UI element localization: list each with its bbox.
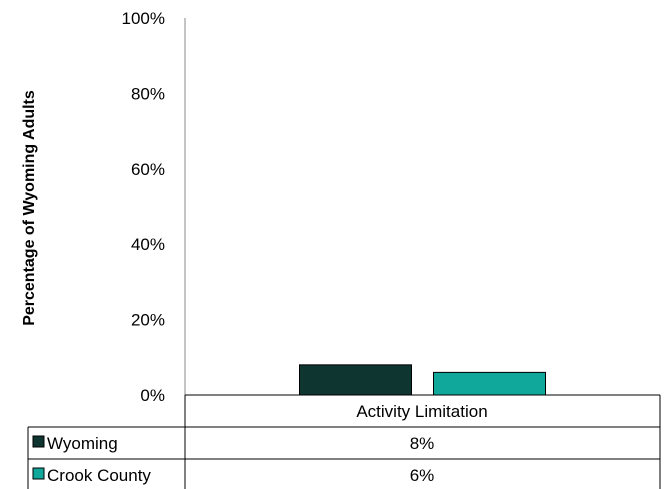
y-tick-label: 100% xyxy=(122,9,165,28)
bars xyxy=(299,364,546,396)
data-label-crook-county: 6% xyxy=(410,466,435,485)
category-label: Activity Limitation xyxy=(356,402,487,421)
y-tick-label: 20% xyxy=(131,311,165,330)
legend-key-crook-county xyxy=(32,467,45,480)
y-tick-label: 80% xyxy=(131,84,165,103)
data-table: Activity Limitation Wyoming 8% Crook Cou… xyxy=(27,394,661,489)
bar-crook-county xyxy=(433,371,546,396)
data-label-wyoming: 8% xyxy=(410,434,435,453)
y-tick-label: 40% xyxy=(131,235,165,254)
y-tick-label: 0% xyxy=(140,386,165,405)
bar-wyoming xyxy=(299,364,412,396)
y-axis-title: Percentage of Wyoming Adults xyxy=(21,90,38,326)
legend-label-crook-county: Crook County xyxy=(47,466,151,485)
y-tick-labels: 0% 20% 40% 60% 80% 100% xyxy=(122,9,165,405)
y-tick-label: 60% xyxy=(131,160,165,179)
legend-label-wyoming: Wyoming xyxy=(47,434,118,453)
legend-key-wyoming xyxy=(32,435,45,448)
